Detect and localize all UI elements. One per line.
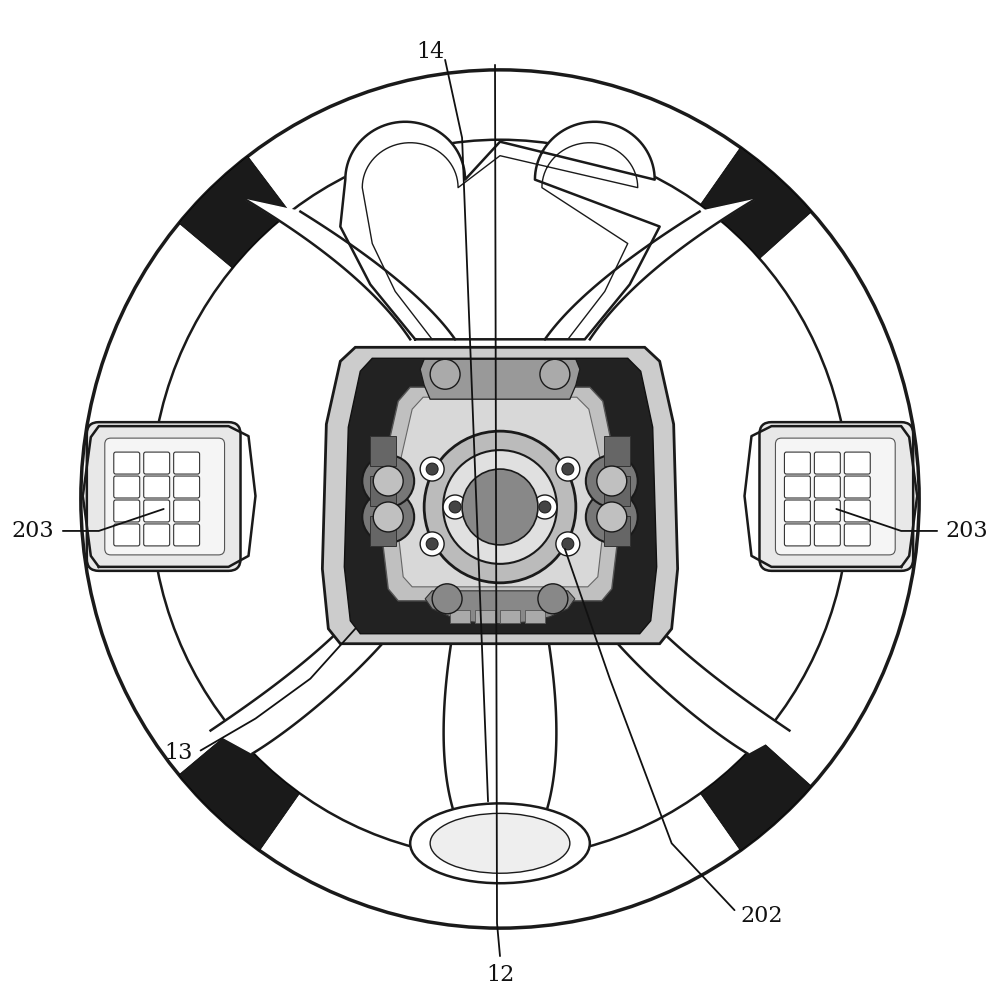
Text: 13: 13 — [164, 743, 193, 764]
Bar — [475, 610, 495, 623]
Ellipse shape — [424, 431, 576, 583]
FancyBboxPatch shape — [844, 500, 870, 522]
Bar — [450, 610, 470, 623]
FancyBboxPatch shape — [844, 476, 870, 498]
FancyBboxPatch shape — [174, 476, 200, 498]
Bar — [370, 516, 396, 546]
Ellipse shape — [410, 803, 590, 883]
Bar — [604, 516, 630, 546]
Bar — [370, 476, 396, 506]
FancyBboxPatch shape — [784, 524, 810, 546]
Ellipse shape — [539, 501, 551, 513]
Ellipse shape — [597, 502, 627, 532]
FancyBboxPatch shape — [174, 524, 200, 546]
FancyBboxPatch shape — [844, 524, 870, 546]
Ellipse shape — [420, 457, 444, 481]
Polygon shape — [700, 148, 811, 258]
Ellipse shape — [449, 501, 461, 513]
FancyBboxPatch shape — [144, 452, 170, 474]
Ellipse shape — [432, 584, 462, 614]
Ellipse shape — [373, 502, 403, 532]
FancyBboxPatch shape — [814, 500, 840, 522]
FancyBboxPatch shape — [144, 476, 170, 498]
Ellipse shape — [562, 538, 574, 550]
FancyBboxPatch shape — [759, 422, 913, 571]
FancyBboxPatch shape — [114, 476, 140, 498]
Bar — [500, 610, 520, 623]
Ellipse shape — [430, 813, 570, 873]
FancyBboxPatch shape — [784, 500, 810, 522]
Ellipse shape — [443, 450, 557, 564]
Polygon shape — [382, 387, 618, 601]
Polygon shape — [211, 609, 395, 753]
Polygon shape — [340, 122, 660, 339]
Text: 203: 203 — [12, 520, 54, 542]
FancyBboxPatch shape — [105, 438, 225, 555]
Text: 203: 203 — [946, 520, 988, 542]
FancyBboxPatch shape — [814, 452, 840, 474]
Polygon shape — [344, 358, 657, 634]
FancyBboxPatch shape — [87, 422, 241, 571]
Ellipse shape — [443, 495, 467, 519]
Ellipse shape — [562, 463, 574, 475]
FancyBboxPatch shape — [144, 500, 170, 522]
FancyBboxPatch shape — [174, 500, 200, 522]
Polygon shape — [425, 591, 575, 624]
Polygon shape — [420, 359, 580, 399]
Ellipse shape — [362, 455, 414, 507]
Bar — [525, 610, 545, 623]
Ellipse shape — [556, 532, 580, 556]
Polygon shape — [605, 609, 789, 753]
Ellipse shape — [586, 455, 638, 507]
Ellipse shape — [373, 466, 403, 496]
Polygon shape — [83, 426, 255, 567]
FancyBboxPatch shape — [814, 476, 840, 498]
Ellipse shape — [420, 532, 444, 556]
Text: 14: 14 — [416, 41, 444, 63]
FancyBboxPatch shape — [174, 452, 200, 474]
Polygon shape — [700, 740, 811, 850]
Bar — [370, 436, 396, 466]
Text: 12: 12 — [486, 964, 514, 986]
Ellipse shape — [597, 466, 627, 496]
FancyBboxPatch shape — [784, 452, 810, 474]
Ellipse shape — [533, 495, 557, 519]
Ellipse shape — [362, 491, 414, 543]
FancyBboxPatch shape — [114, 524, 140, 546]
Polygon shape — [444, 631, 556, 833]
Polygon shape — [179, 157, 290, 268]
Polygon shape — [179, 730, 300, 850]
FancyBboxPatch shape — [775, 438, 895, 555]
Text: 202: 202 — [740, 905, 783, 927]
FancyBboxPatch shape — [144, 524, 170, 546]
Polygon shape — [545, 200, 754, 339]
Ellipse shape — [426, 538, 438, 550]
Ellipse shape — [556, 457, 580, 481]
Polygon shape — [745, 426, 917, 567]
Ellipse shape — [151, 140, 849, 858]
Polygon shape — [246, 200, 455, 339]
FancyBboxPatch shape — [814, 524, 840, 546]
FancyBboxPatch shape — [844, 452, 870, 474]
Ellipse shape — [586, 491, 638, 543]
Polygon shape — [398, 397, 603, 587]
Bar — [604, 436, 630, 466]
Ellipse shape — [540, 359, 570, 389]
Ellipse shape — [426, 463, 438, 475]
FancyBboxPatch shape — [114, 500, 140, 522]
Bar — [604, 476, 630, 506]
FancyBboxPatch shape — [784, 476, 810, 498]
Ellipse shape — [462, 469, 538, 545]
FancyBboxPatch shape — [114, 452, 140, 474]
Ellipse shape — [81, 70, 919, 928]
Ellipse shape — [430, 359, 460, 389]
Ellipse shape — [538, 584, 568, 614]
Polygon shape — [322, 347, 678, 644]
